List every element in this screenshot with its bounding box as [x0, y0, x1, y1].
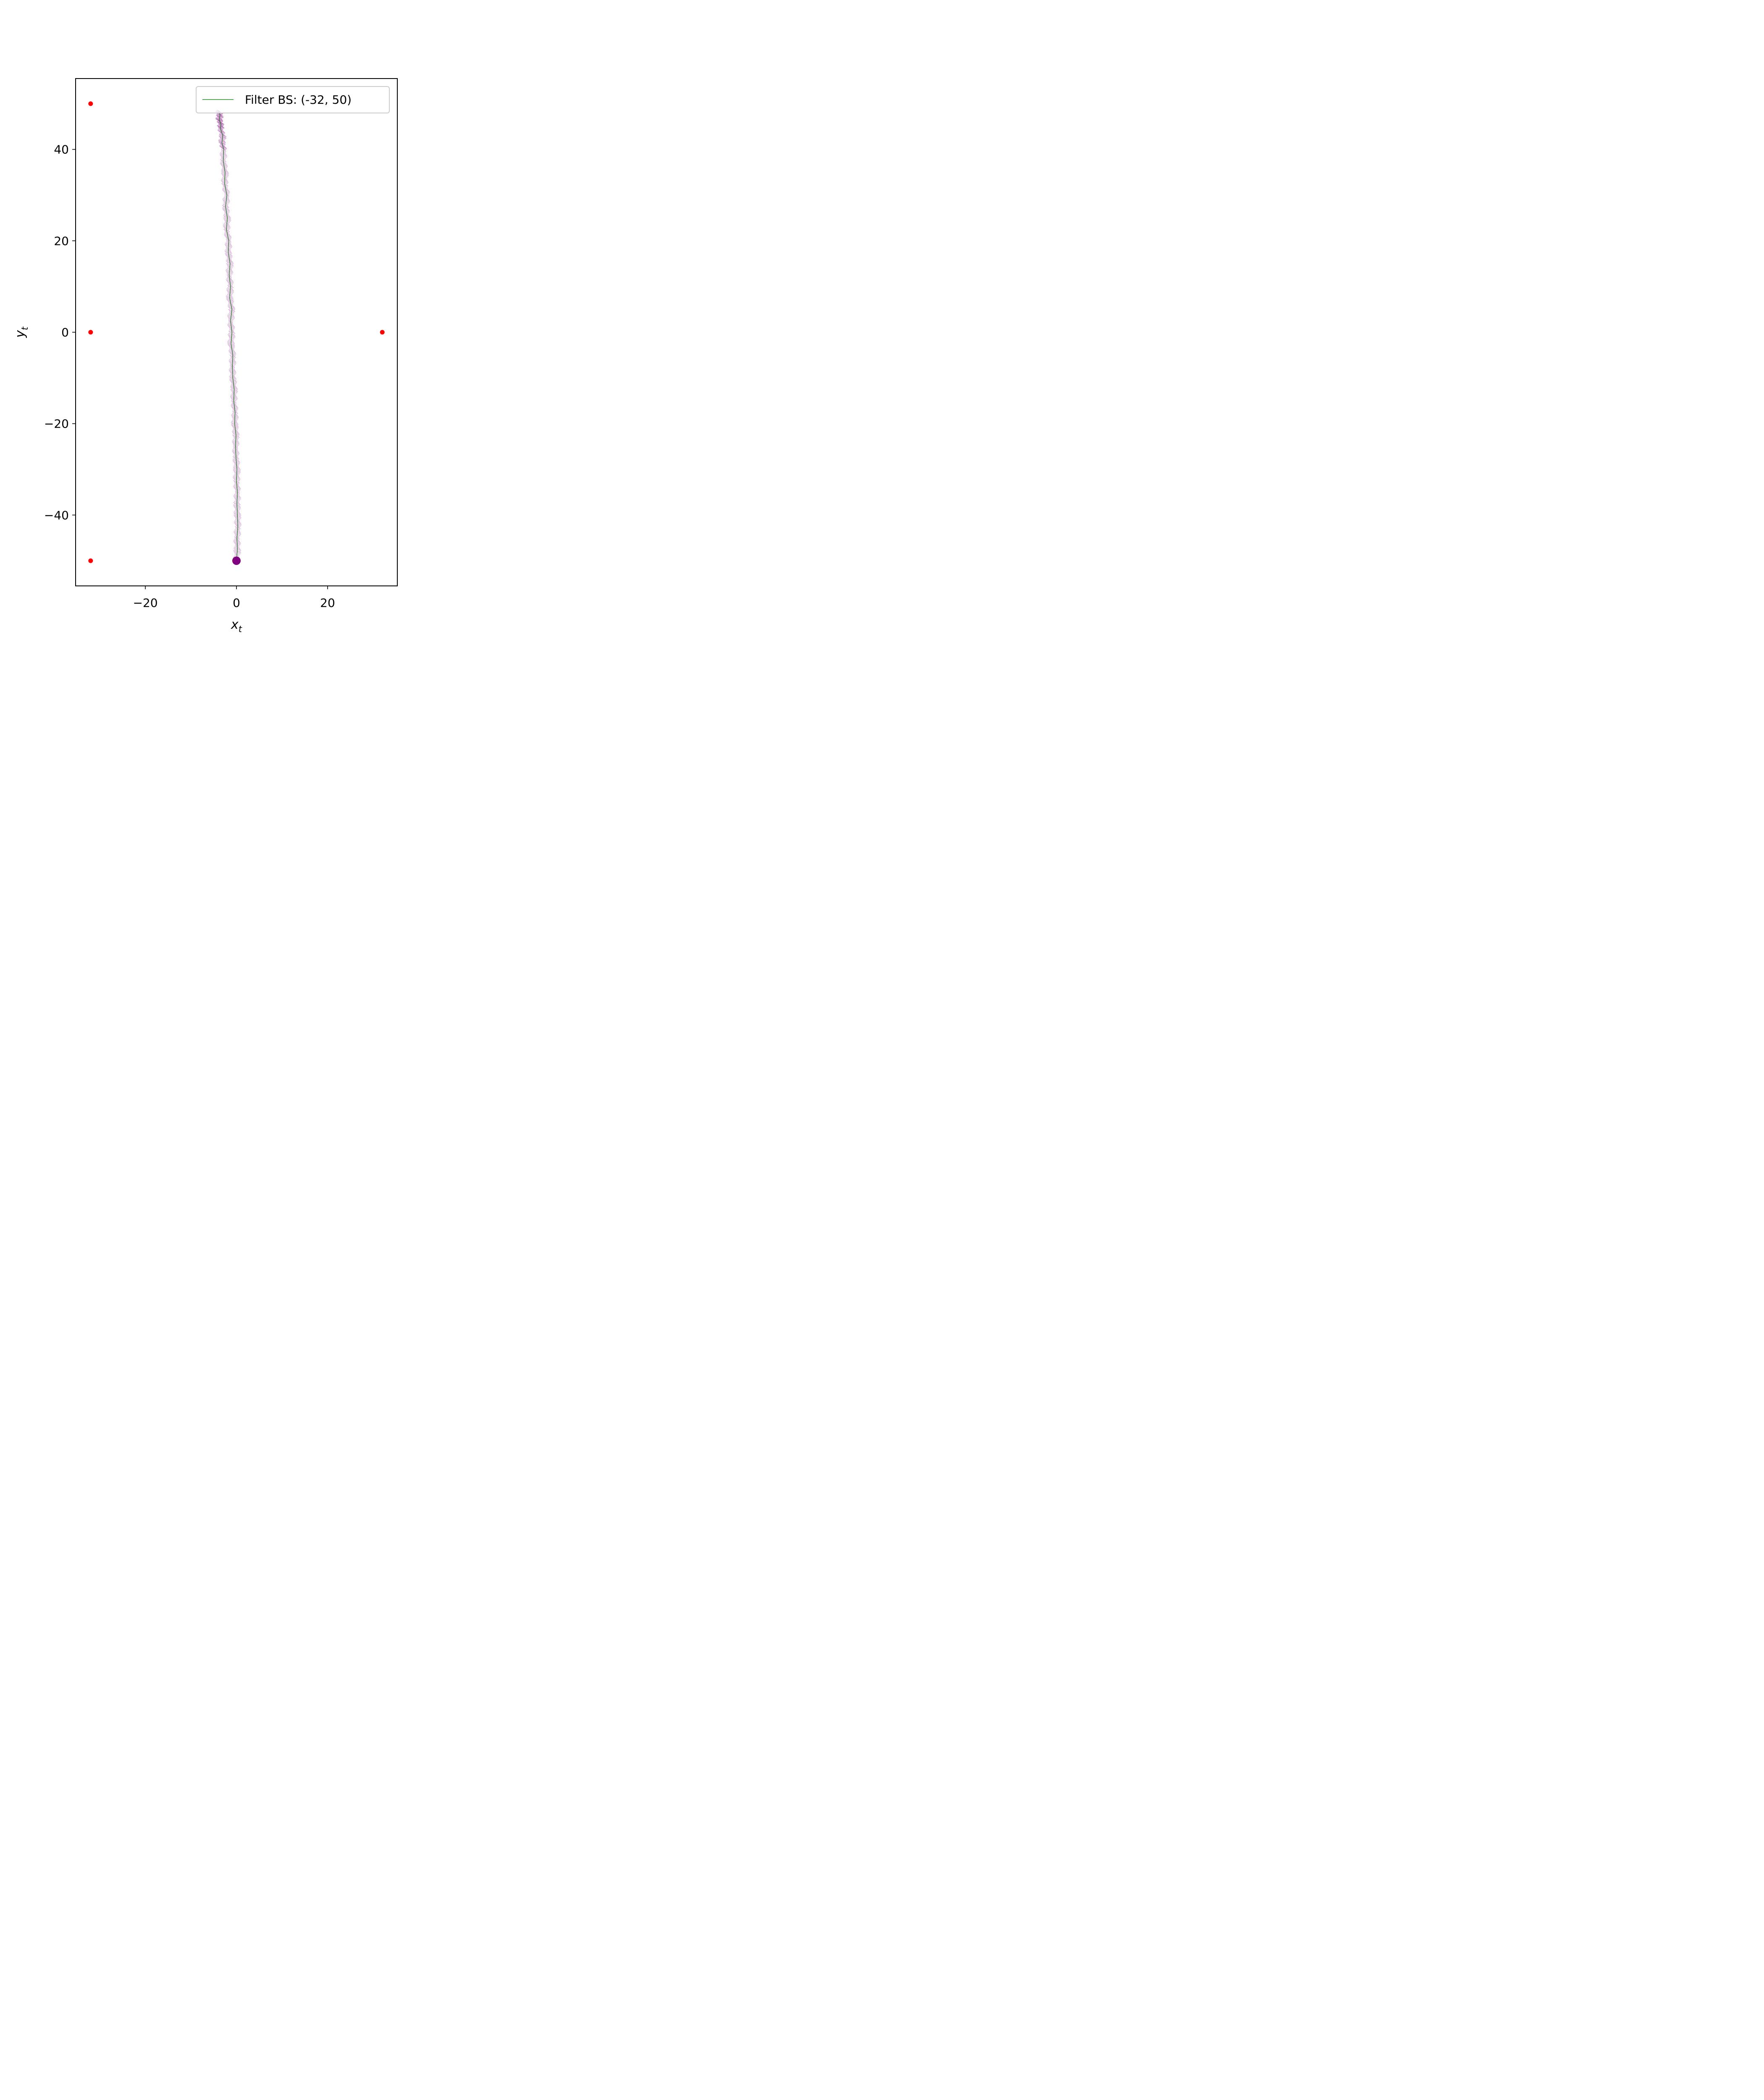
y-axis-ticks: −40 −20 0 20 40 [44, 143, 76, 522]
y-tick-label: 40 [54, 143, 69, 157]
y-tick-label: 20 [54, 234, 69, 248]
start-point [232, 556, 241, 565]
trajectory-paths [218, 110, 238, 561]
anchor-points [88, 101, 385, 565]
y-tick-label: −20 [44, 417, 69, 431]
x-tick-label: 20 [320, 596, 335, 610]
x-axis-ticks: −20 0 20 [133, 586, 335, 610]
plot-area [76, 79, 397, 586]
anchor-point [88, 558, 93, 563]
y-axis-label: yt [13, 326, 30, 338]
trajectory-chart: −20 0 20 −40 −20 0 20 40 xt yt Filter BS: (-32… [0, 0, 462, 660]
x-tick-label: −20 [133, 596, 158, 610]
x-tick-label: 0 [233, 596, 240, 610]
anchor-point [88, 101, 93, 106]
y-tick-label: −40 [44, 508, 69, 522]
x-axis-label: xt [231, 617, 242, 634]
filter-estimate-line [218, 110, 238, 561]
legend-label: Filter BS: (-32, 50) [245, 93, 352, 107]
y-tick-label: 0 [61, 326, 69, 339]
anchor-point [380, 330, 385, 335]
legend-box [196, 86, 390, 113]
legend: Filter BS: (-32, 50) [196, 86, 390, 113]
anchor-point [88, 330, 93, 335]
